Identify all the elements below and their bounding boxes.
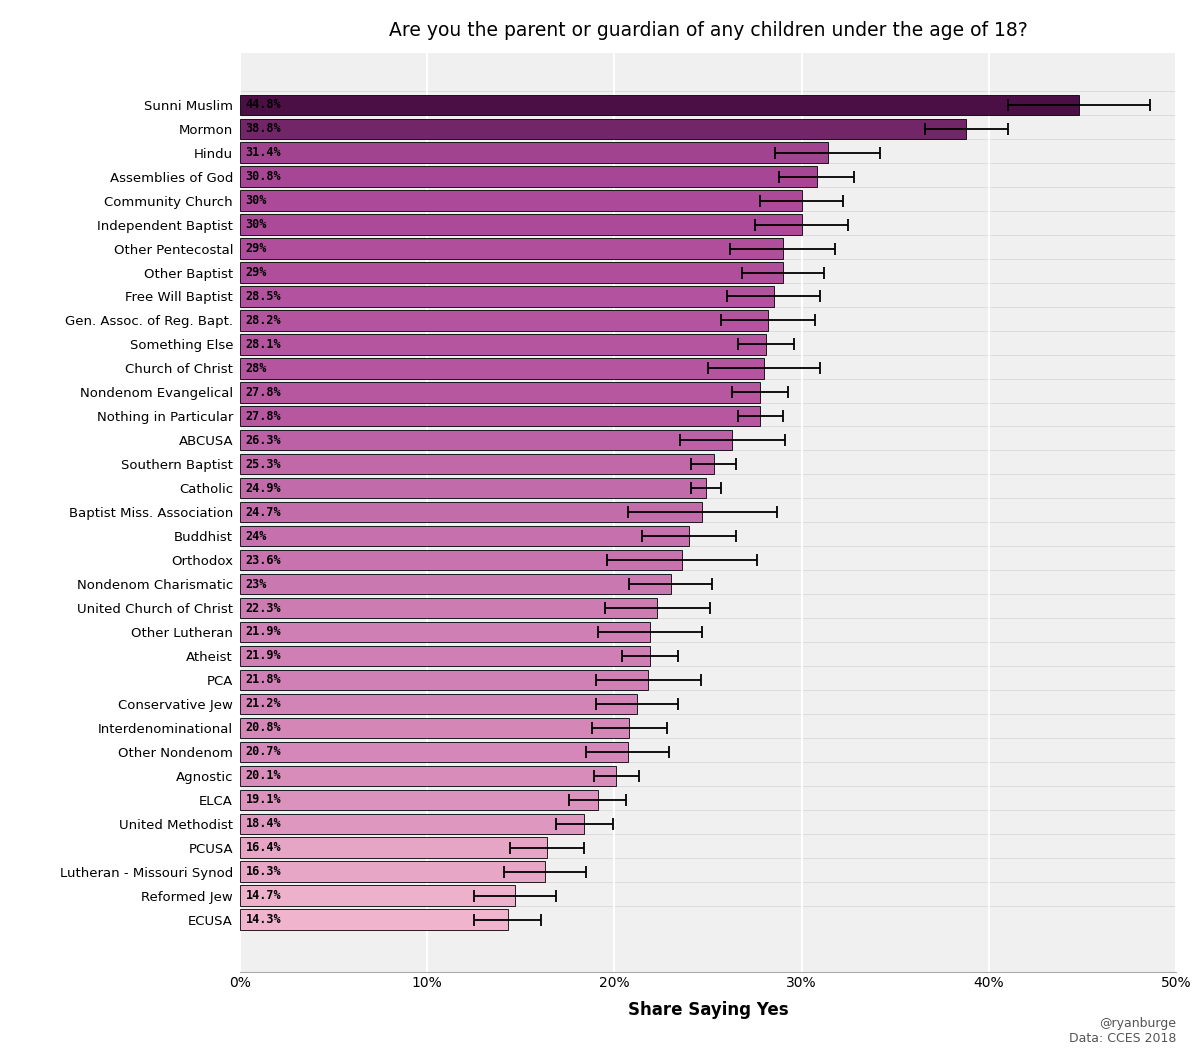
Text: 14.7%: 14.7% [246, 889, 281, 902]
Bar [240, 286, 774, 306]
Text: 27.8%: 27.8% [246, 385, 281, 399]
Text: 44.8%: 44.8% [246, 98, 281, 111]
Text: 30.8%: 30.8% [246, 170, 281, 183]
Bar [240, 118, 966, 139]
Bar [240, 167, 816, 187]
Bar [240, 573, 671, 595]
Bar [240, 694, 637, 714]
Text: 24%: 24% [246, 530, 266, 543]
Text: 14.3%: 14.3% [246, 913, 281, 926]
Text: 21.9%: 21.9% [246, 625, 281, 639]
Text: 20.1%: 20.1% [246, 769, 281, 782]
Text: @ryanburge: @ryanburge [1099, 1017, 1176, 1030]
Text: 28.1%: 28.1% [246, 338, 281, 351]
Bar [240, 310, 768, 331]
Text: 21.8%: 21.8% [246, 674, 281, 686]
Text: 28%: 28% [246, 362, 266, 375]
Bar [240, 909, 508, 929]
Bar [240, 598, 658, 618]
Text: 30%: 30% [246, 194, 266, 207]
Bar [240, 837, 547, 857]
Text: 20.7%: 20.7% [246, 746, 281, 758]
Bar [240, 95, 1079, 115]
Bar [240, 550, 682, 570]
Text: 21.9%: 21.9% [246, 649, 281, 662]
Bar [240, 885, 515, 906]
Bar [240, 478, 706, 498]
Bar [240, 790, 598, 810]
Text: 30%: 30% [246, 219, 266, 231]
Bar [240, 862, 545, 882]
Bar [240, 262, 782, 283]
Title: Are you the parent or guardian of any children under the age of 18?: Are you the parent or guardian of any ch… [389, 21, 1027, 40]
Text: 18.4%: 18.4% [246, 817, 281, 830]
Bar [240, 430, 732, 451]
Text: 24.7%: 24.7% [246, 506, 281, 518]
Text: 20.8%: 20.8% [246, 721, 281, 734]
Bar [240, 766, 617, 786]
Text: 23%: 23% [246, 578, 266, 590]
Bar [240, 502, 702, 523]
Bar [240, 813, 584, 834]
Text: 28.2%: 28.2% [246, 314, 281, 327]
Bar [240, 382, 761, 402]
Bar [240, 334, 766, 355]
Bar [240, 239, 782, 259]
Text: 22.3%: 22.3% [246, 602, 281, 615]
Text: 28.5%: 28.5% [246, 290, 281, 303]
Text: 31.4%: 31.4% [246, 146, 281, 159]
Text: 29%: 29% [246, 242, 266, 256]
Text: 24.9%: 24.9% [246, 482, 281, 494]
Text: 16.4%: 16.4% [246, 842, 281, 854]
Text: 21.2%: 21.2% [246, 697, 281, 711]
Bar [240, 407, 761, 427]
Bar [240, 143, 828, 163]
Text: 19.1%: 19.1% [246, 793, 281, 806]
Text: 26.3%: 26.3% [246, 434, 281, 447]
Text: Data: CCES 2018: Data: CCES 2018 [1069, 1033, 1176, 1045]
Text: 38.8%: 38.8% [246, 122, 281, 135]
X-axis label: Share Saying Yes: Share Saying Yes [628, 1001, 788, 1019]
Text: 29%: 29% [246, 266, 266, 279]
Bar [240, 526, 689, 546]
Bar [240, 214, 802, 234]
Bar [240, 670, 648, 691]
Bar [240, 358, 764, 378]
Text: 16.3%: 16.3% [246, 865, 281, 879]
Bar [240, 741, 628, 762]
Bar [240, 718, 629, 738]
Bar [240, 454, 714, 474]
Text: 27.8%: 27.8% [246, 410, 281, 422]
Text: 25.3%: 25.3% [246, 457, 281, 471]
Text: 23.6%: 23.6% [246, 553, 281, 567]
Bar [240, 190, 802, 211]
Bar [240, 622, 650, 642]
Bar [240, 646, 650, 666]
